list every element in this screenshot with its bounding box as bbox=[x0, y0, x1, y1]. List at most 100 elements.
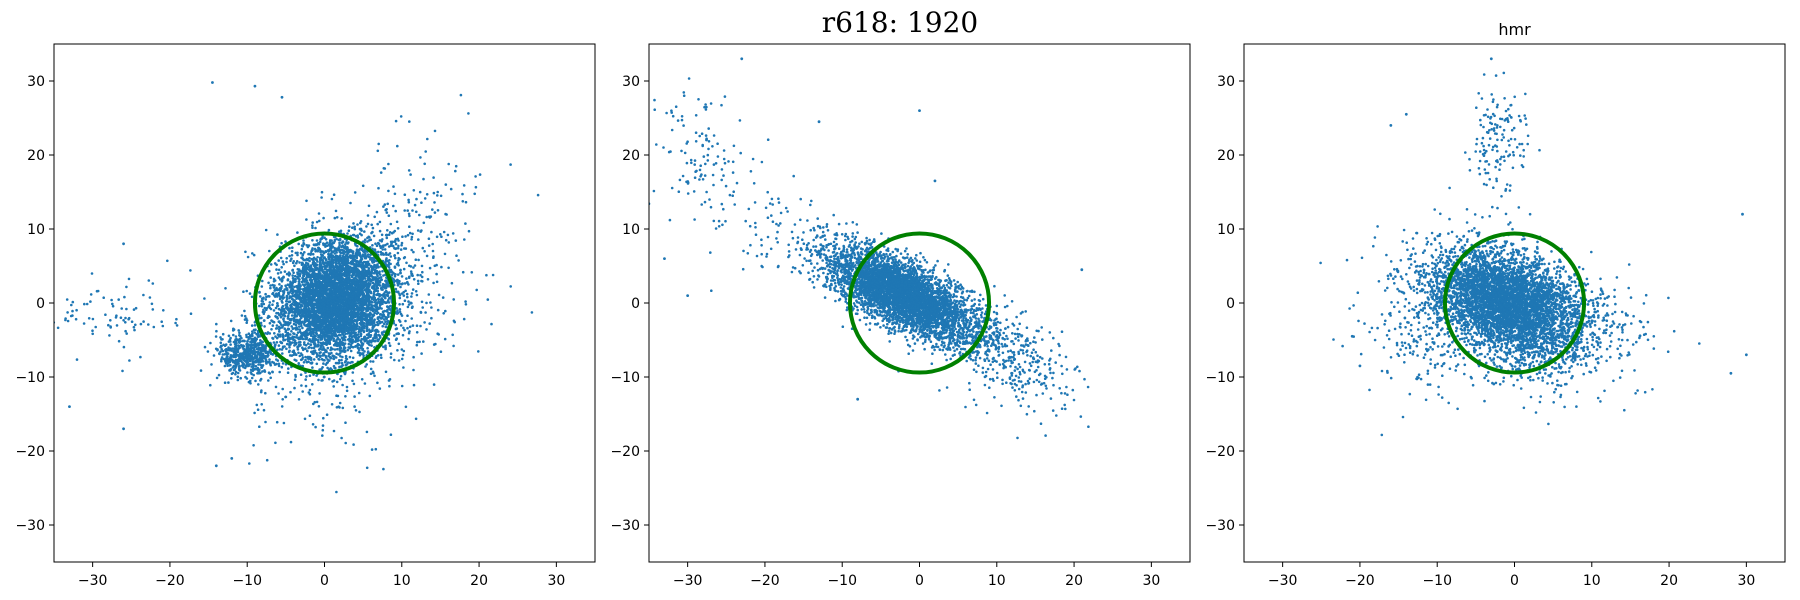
scatter-point bbox=[380, 307, 383, 310]
scatter-point bbox=[288, 307, 292, 311]
scatter-point bbox=[344, 243, 347, 246]
scatter-point bbox=[373, 323, 377, 327]
scatter-point bbox=[414, 258, 418, 262]
scatter-point bbox=[262, 302, 266, 306]
scatter-point bbox=[357, 349, 361, 352]
scatter-point bbox=[346, 348, 350, 352]
scatter-point bbox=[372, 292, 376, 296]
scatter-point bbox=[277, 392, 280, 395]
scatter-point bbox=[293, 274, 297, 278]
scatter-point bbox=[240, 314, 244, 317]
scatter-point bbox=[270, 328, 273, 331]
scatter-point bbox=[350, 283, 354, 287]
scatter-point bbox=[397, 319, 401, 322]
scatter-point bbox=[280, 306, 284, 309]
scatter-point bbox=[296, 275, 299, 279]
scatter-point bbox=[378, 229, 382, 233]
scatter-point bbox=[387, 301, 391, 304]
scatter-point bbox=[325, 328, 329, 332]
scatter-point bbox=[368, 307, 372, 311]
scatter-point bbox=[397, 332, 401, 336]
scatter-point bbox=[417, 258, 420, 262]
scatter-point bbox=[355, 255, 358, 258]
scatter-point bbox=[272, 280, 276, 283]
scatter-point bbox=[280, 266, 284, 269]
scatter-point bbox=[318, 354, 321, 358]
scatter-point bbox=[372, 321, 376, 325]
scatter-point bbox=[402, 256, 406, 260]
scatter-point bbox=[373, 266, 377, 269]
scatter-point bbox=[305, 261, 308, 265]
scatter-point bbox=[358, 325, 361, 329]
scatter-point bbox=[381, 282, 385, 286]
scatter-point bbox=[317, 324, 321, 328]
scatter-point bbox=[391, 244, 395, 248]
scatter-point bbox=[402, 294, 406, 297]
scatter-point bbox=[325, 241, 329, 244]
scatter-point bbox=[284, 323, 288, 327]
scatter-point bbox=[372, 276, 376, 280]
scatter-point bbox=[389, 222, 393, 226]
scatter-point bbox=[312, 358, 316, 361]
scatter-point bbox=[380, 356, 383, 360]
scatter-point bbox=[344, 272, 348, 276]
scatter-point bbox=[323, 242, 327, 246]
scatter-point bbox=[323, 236, 326, 239]
scatter-point bbox=[306, 357, 310, 360]
scatter-point bbox=[272, 309, 276, 312]
scatter-point bbox=[310, 339, 314, 343]
scatter-point bbox=[367, 255, 371, 259]
scatter-point bbox=[311, 288, 315, 291]
scatter-point bbox=[271, 320, 275, 323]
scatter-point bbox=[224, 287, 227, 290]
scatter-point bbox=[301, 288, 305, 291]
scatter-point bbox=[296, 331, 300, 334]
scatter-point bbox=[268, 304, 271, 307]
scatter-point bbox=[417, 282, 420, 286]
scatter-point bbox=[296, 304, 300, 308]
scatter-point bbox=[315, 352, 318, 355]
scatter-point bbox=[301, 320, 304, 324]
scatter-point bbox=[326, 346, 330, 350]
scatter-point bbox=[308, 332, 312, 336]
scatter-point bbox=[297, 351, 300, 355]
scatter-point bbox=[250, 295, 254, 299]
scatter-point bbox=[396, 251, 400, 255]
scatter-point bbox=[353, 319, 357, 322]
scatter-point bbox=[360, 298, 364, 302]
scatter-point bbox=[398, 292, 401, 296]
scatter-point bbox=[292, 322, 296, 326]
scatter-point bbox=[385, 236, 389, 240]
scatter-point bbox=[399, 285, 402, 289]
scatter-point bbox=[302, 361, 306, 364]
scatter-point bbox=[291, 268, 295, 272]
scatter-point bbox=[349, 305, 352, 309]
scatter-point bbox=[294, 323, 298, 327]
scatter-point bbox=[338, 254, 341, 258]
scatter-point bbox=[342, 299, 345, 303]
scatter-point bbox=[344, 254, 348, 258]
scatter-point bbox=[416, 229, 420, 232]
scatter-point bbox=[282, 338, 286, 342]
scatter-point bbox=[269, 284, 272, 287]
scatter-point bbox=[277, 268, 281, 272]
scatter-point bbox=[278, 278, 282, 281]
scatter-point bbox=[339, 377, 342, 381]
scatter-point bbox=[328, 253, 332, 256]
scatter-point bbox=[288, 300, 291, 304]
scatter-point bbox=[341, 341, 345, 345]
scatter-point bbox=[351, 371, 355, 374]
scatter-point bbox=[411, 288, 415, 291]
scatter-point bbox=[366, 286, 369, 290]
scatter-point bbox=[275, 292, 278, 296]
scatter-point bbox=[251, 252, 254, 255]
scatter-point bbox=[385, 322, 389, 326]
scatter-point bbox=[401, 302, 405, 306]
scatter-point bbox=[334, 283, 338, 287]
scatter-point bbox=[372, 337, 375, 340]
scatter-point bbox=[306, 323, 309, 327]
scatter-point bbox=[351, 226, 354, 229]
scatter-point bbox=[320, 190, 324, 194]
scatter-point bbox=[363, 314, 366, 318]
scatter-point bbox=[276, 233, 279, 236]
